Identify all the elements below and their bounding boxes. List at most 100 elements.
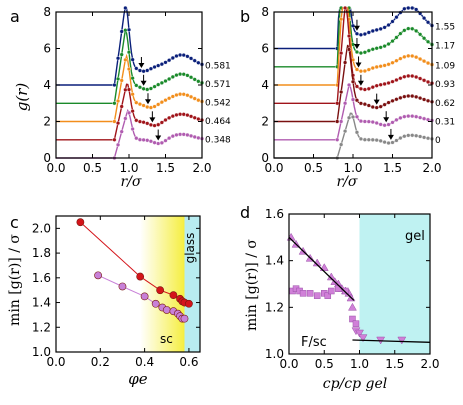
panelB-series-5-marker [402, 114, 407, 119]
panelA-series-1-marker [134, 83, 139, 88]
panelA-series-1-marker [174, 73, 179, 78]
panelA-xtick-label: 0.0 [46, 161, 65, 175]
panelA-series-2-marker [126, 66, 132, 72]
panelA-series-0-marker [145, 68, 150, 73]
panelA-series-4-marker [181, 132, 186, 137]
panelA-series-4-marker [159, 140, 164, 145]
panelB-series-0-marker [366, 30, 371, 35]
panelB-series-0-marker [425, 20, 431, 25]
panelB-series-2-marker [370, 65, 375, 71]
panelA-series-4-marker [178, 132, 183, 137]
panel-c-xtick-label: 0.4 [135, 355, 154, 369]
panelB-series-0-marker [398, 10, 403, 15]
panelA-series-0-marker [152, 64, 157, 70]
panel-c-ytick-label: 2.0 [32, 221, 51, 235]
panelA-series-2-marker [174, 92, 179, 98]
panelB-series-4-marker [370, 104, 375, 110]
panelB-series-0-marker [394, 15, 399, 20]
panelA-series-2-marker [145, 104, 150, 110]
panelA-series-2-marker [137, 102, 143, 107]
panelA-series-1-marker [141, 86, 146, 91]
panelA-series-2-marker [170, 94, 175, 99]
panelA-series-1-marker [170, 74, 175, 79]
panelB-series-0-marker [390, 19, 395, 24]
panel-c-series-0-point [136, 272, 145, 281]
panelB-series-3-marker [374, 83, 379, 88]
panelB-series-4-label: 0.62 [435, 99, 455, 109]
panelB-series-3-label: 0.93 [435, 80, 455, 90]
panelA-series-1-marker [196, 79, 201, 84]
panelB-series-2-marker [402, 54, 407, 59]
panelA-series-0-marker [112, 82, 117, 88]
panelA-series-4-marker [156, 141, 161, 146]
panel-c-xtick-label: 0.0 [46, 355, 65, 369]
panelB-series-0-label: 1.55 [435, 23, 455, 33]
panelB-series-6-marker [378, 138, 383, 143]
panelB-series-3-marker [418, 76, 423, 81]
panelB-series-3-marker [354, 84, 360, 89]
panelB-series-2-marker [362, 68, 367, 74]
panelA-series-1-label: 0.571 [205, 80, 231, 90]
panel-b: b 1.551.171.090.930.620.310 0.0 0.5 1.0 1.5… [240, 5, 455, 190]
panelA-series-3-marker [145, 121, 150, 126]
panelA-series-2-marker [148, 105, 153, 110]
panelB-series-5-arrowhead [383, 117, 390, 123]
panelA-series-3-marker [188, 114, 194, 119]
panelB-series-3-marker [335, 101, 340, 106]
panelB-series-6-marker [390, 140, 395, 145]
panelB-series-5-marker [366, 119, 371, 124]
panelB-series-5-marker [374, 120, 379, 126]
panelB-series-3-marker [386, 80, 391, 86]
panel-c-glass-region [184, 216, 200, 352]
panel-d-ytick-label: 1.0 [265, 347, 284, 361]
panelA-series-3-marker [141, 120, 146, 125]
panel-c-xlabel: φe [128, 370, 148, 388]
panelB-series-1-marker [422, 36, 427, 41]
panelA-ytick-label: 6 [43, 42, 51, 56]
panelB-series-3-marker [382, 81, 387, 87]
panelB-series-4-marker [366, 103, 371, 108]
panelB-series-3-marker [422, 78, 427, 83]
panelB-series-5-marker [386, 122, 391, 127]
panelB-series-5-marker [346, 82, 352, 88]
panelA-series-0-marker [134, 66, 139, 71]
panelA-series-4-marker [148, 139, 153, 144]
panelA-series-3-marker [156, 122, 161, 127]
panelB-series-3-marker [346, 33, 352, 39]
panel-c-series-0-point [169, 291, 178, 300]
panelB-series-2-marker [398, 56, 403, 61]
panelA-series-2-marker [134, 100, 139, 105]
panelB-series-5-marker [406, 113, 411, 119]
panelA-series-0-marker [170, 55, 175, 61]
panelA-series-0-marker [141, 69, 146, 74]
panelB-series-6-marker [374, 138, 379, 143]
panel-a: a 0.581 0.571 0.542 0.464 0.348 0.0 0.5 1.0 1.5… [10, 5, 231, 190]
panelB-series-5-marker [414, 114, 419, 119]
panel-c-series-1-point [180, 314, 189, 323]
panelA-series-3-marker [119, 104, 124, 109]
panelB-series-4-marker [422, 97, 427, 102]
panel-a-plot: 0.581 0.571 0.542 0.464 0.348 [56, 5, 231, 161]
panelA-series-1-marker [188, 75, 194, 80]
panelB-series-4-marker [425, 98, 431, 103]
panelA-series-4-marker [188, 133, 194, 138]
panelA-xtick-label: 0.5 [83, 161, 102, 175]
panelA-series-4-marker [185, 132, 190, 138]
panelB-series-4-marker [350, 79, 356, 84]
panelB-series-6-marker [370, 137, 375, 142]
panelB-series-1-marker [354, 49, 360, 55]
panelA-series-2-marker [119, 78, 124, 83]
panelA-series-4-marker [192, 134, 197, 140]
panelB-series-3-marker [378, 82, 383, 87]
panelA-series-3-label: 0.464 [205, 117, 231, 127]
panelB-series-3-marker [425, 79, 431, 85]
panelA-series-2-marker [123, 57, 128, 63]
panelB-series-3-marker [362, 87, 367, 92]
panelA-series-0-marker [137, 68, 143, 73]
panel-c-series-1-point [118, 282, 127, 291]
panel-d-ylabel: min [g(r)] / σ [244, 239, 260, 331]
panelB-series-6-marker [362, 137, 367, 142]
panelB-series-4-marker [398, 95, 403, 100]
panel-a-xlabel: r/σ [121, 174, 142, 190]
